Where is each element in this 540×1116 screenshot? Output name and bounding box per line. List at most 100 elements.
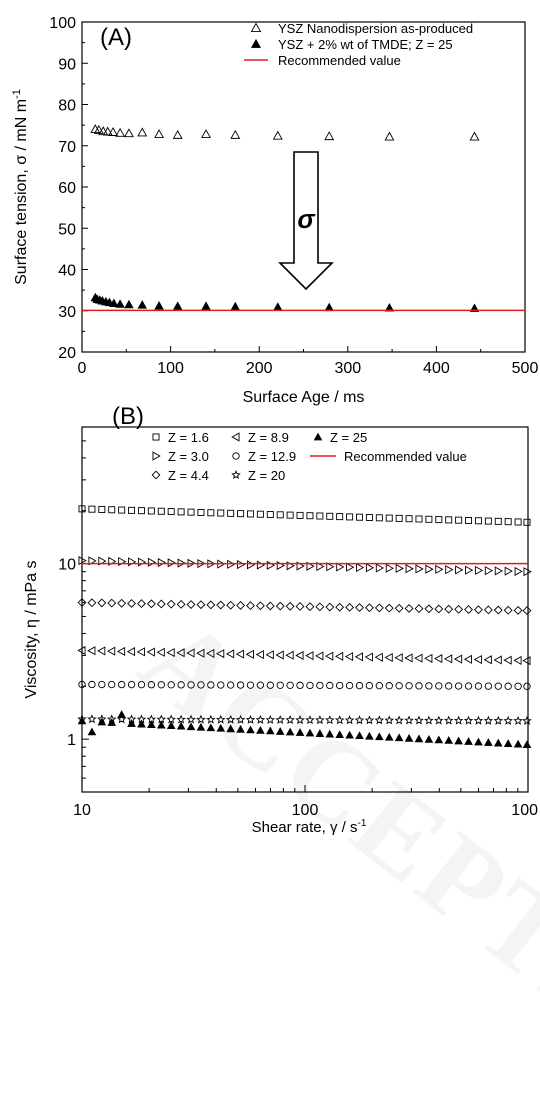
data-point (296, 681, 304, 690)
data-point (137, 680, 146, 689)
data-point (246, 560, 256, 570)
data-point (275, 650, 284, 660)
data-point (177, 508, 185, 516)
y-tick-label: 50 (58, 221, 76, 238)
y-tick-label: 80 (58, 98, 76, 115)
data-point (514, 566, 523, 576)
data-point (415, 564, 424, 574)
data-point (494, 517, 502, 525)
data-point (127, 719, 136, 727)
x-tick-label: 400 (423, 360, 450, 377)
legend-label: Z = 20 (248, 468, 285, 483)
data-point (256, 510, 264, 518)
data-point (434, 604, 444, 614)
data-point (424, 604, 434, 614)
data-point (522, 740, 532, 749)
data-point (473, 715, 484, 725)
data-point (186, 714, 196, 724)
data-point (128, 506, 136, 514)
data-point (137, 300, 147, 309)
data-point (375, 732, 384, 741)
data-point (325, 602, 335, 612)
data-point (425, 682, 433, 690)
data-point (196, 722, 206, 731)
y-tick-label: 60 (58, 180, 76, 197)
data-point (414, 604, 424, 614)
legend: Z = 1.6 Z = 8.9 Z = 25 Z = 3.0 Z = 12.9 Recom… (151, 430, 467, 483)
data-point (503, 715, 513, 725)
data-point (98, 505, 106, 513)
data-point (355, 731, 364, 740)
data-point (464, 737, 473, 745)
data-point (237, 559, 246, 570)
data-point (137, 599, 146, 609)
data-point (395, 563, 404, 574)
data-point (484, 738, 493, 746)
legend-label: YSZ + 2% wt of TMDE; Z = 25 (278, 37, 453, 52)
data-point (186, 722, 196, 731)
data-point (156, 599, 166, 609)
data-point (465, 516, 473, 524)
series-z-12-9 (78, 680, 531, 690)
data-point (235, 714, 246, 724)
data-point (364, 603, 374, 613)
data-point (425, 564, 434, 574)
data-point (434, 715, 444, 725)
data-point (415, 515, 423, 523)
data-point (108, 680, 116, 689)
data-point (236, 600, 246, 610)
data-point (344, 715, 355, 725)
legend-marker (250, 38, 262, 48)
data-point (77, 598, 87, 607)
data-point (444, 604, 454, 614)
data-point (385, 514, 393, 522)
data-point (117, 710, 126, 718)
data-point (109, 298, 119, 307)
data-point (465, 565, 474, 575)
data-point (187, 508, 195, 516)
data-point (146, 647, 155, 657)
data-point (365, 681, 374, 690)
data-point (115, 127, 126, 137)
x-tick-label: 0 (78, 360, 87, 377)
data-point (272, 130, 283, 140)
data-point (128, 557, 137, 567)
data-point (126, 647, 136, 657)
data-point (295, 650, 304, 661)
data-point (306, 512, 314, 520)
x-tick-label: 100 (157, 360, 184, 377)
data-point (385, 563, 394, 573)
data-point (275, 601, 285, 611)
data-point (435, 682, 443, 690)
data-point (235, 649, 245, 659)
data-point (405, 515, 413, 523)
series-z-1-6 (78, 505, 531, 526)
data-point (286, 681, 294, 689)
data-point (384, 732, 394, 741)
data-point (315, 729, 325, 737)
data-point (316, 561, 325, 572)
data-point (484, 682, 493, 690)
data-point (414, 734, 424, 743)
data-point (124, 299, 134, 309)
data-point (245, 714, 256, 724)
y-tick-label: 70 (58, 139, 76, 156)
data-point (474, 605, 483, 615)
data-point (355, 603, 364, 612)
data-point (88, 505, 96, 513)
y-tick-label: 1 (67, 732, 76, 749)
data-point (285, 715, 295, 725)
data-point (414, 653, 423, 663)
legend-label: Z = 4.4 (168, 468, 209, 483)
annotation-sigma: σ (297, 204, 316, 234)
legend-label: Z = 3.0 (168, 449, 209, 464)
data-point (108, 127, 118, 136)
legend-label: Recommended value (344, 449, 467, 464)
legend-label: Z = 12.9 (248, 449, 296, 464)
data-point (454, 736, 463, 745)
data-point (425, 515, 433, 523)
data-point (305, 715, 315, 725)
data-point (345, 730, 354, 739)
data-point (166, 647, 175, 658)
